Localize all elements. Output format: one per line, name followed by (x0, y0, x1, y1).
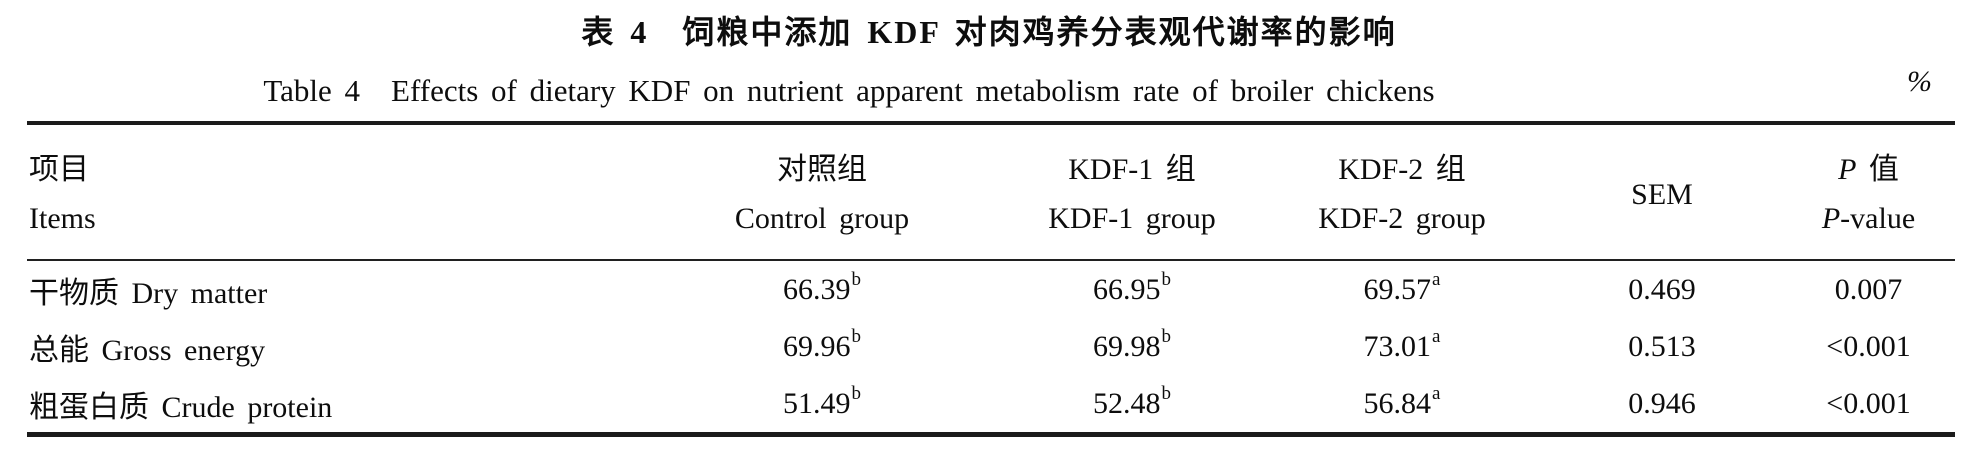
row-label: 总能 Gross energy (29, 333, 266, 367)
table-caption-en-row: Table 4 Effects of dietary KDF on nutrie… (0, 65, 1978, 108)
value: 66.95 (1093, 272, 1161, 306)
value: 69.57 (1363, 272, 1432, 306)
cell-kdf2: 73.01a (1262, 318, 1542, 375)
table-body: 干物质 Dry matter 66.39b 66.95b 69.57a 0.46… (27, 260, 1955, 435)
col-header-pvalue-zh: P 值 (1782, 145, 1955, 194)
significance-letter: b (1161, 325, 1172, 347)
significance-letter: b (1161, 268, 1172, 290)
significance-letter: b (1161, 382, 1172, 404)
value: 66.39 (783, 272, 851, 306)
significance-letter: a (1432, 268, 1441, 290)
col-header-pvalue-en: P-value (1782, 194, 1955, 243)
significance-letter: b (851, 325, 862, 347)
cell-kdf2: 69.57a (1262, 260, 1542, 318)
col-header-sem: SEM (1542, 123, 1782, 261)
col-header-control: 对照组 Control group (642, 123, 1002, 261)
col-header-pvalue: P 值 P-value (1782, 123, 1955, 261)
col-header-kdf2: KDF-2 组 KDF-2 group (1262, 123, 1542, 261)
table-caption-zh: 表 4 饲粮中添加 KDF 对肉鸡养分表观代谢率的影响 (581, 14, 1397, 50)
cell-control: 69.96b (642, 318, 1002, 375)
p-symbol-en: P (1821, 202, 1841, 235)
row-label: 粗蛋白质 Crude protein (29, 390, 333, 424)
value: 56.84 (1363, 386, 1432, 420)
cell-kdf2: 56.84a (1262, 375, 1542, 435)
cell-pvalue: <0.001 (1826, 386, 1911, 420)
col-header-items-en: Items (29, 202, 96, 235)
value: 73.01 (1363, 329, 1432, 363)
col-header-kdf1-zh: KDF-1 组 (1068, 153, 1196, 186)
cell-kdf1: 69.98b (1002, 318, 1262, 375)
cell-kdf1: 66.95b (1002, 260, 1262, 318)
p-symbol-zh: P (1838, 153, 1857, 186)
cell-kdf1: 52.48b (1002, 375, 1262, 435)
value: 52.48 (1093, 386, 1161, 420)
col-header-items-zh: 项目 (29, 153, 89, 186)
col-header-items: 项目 Items (27, 123, 642, 261)
significance-letter: b (851, 382, 862, 404)
row-label: 干物质 Dry matter (29, 276, 268, 310)
col-header-kdf1-en: KDF-1 group (1048, 202, 1216, 235)
cell-control: 51.49b (642, 375, 1002, 435)
unit-percent-label: % (1907, 65, 1932, 98)
significance-letter: a (1432, 325, 1441, 347)
cell-pvalue: <0.001 (1826, 329, 1911, 363)
table-row-dry-matter: 干物质 Dry matter 66.39b 66.95b 69.57a 0.46… (27, 260, 1955, 318)
value: 69.98 (1093, 329, 1161, 363)
cell-sem: 0.946 (1628, 386, 1696, 420)
p-text-zh: 值 (1856, 153, 1899, 186)
col-header-kdf2-zh: KDF-2 组 (1338, 153, 1466, 186)
value: 51.49 (783, 386, 851, 420)
header-row: 项目 Items 对照组 Control group KDF-1 组 KDF-1… (27, 123, 1955, 261)
significance-letter: a (1432, 382, 1441, 404)
metabolism-rate-table: 项目 Items 对照组 Control group KDF-1 组 KDF-1… (27, 121, 1955, 437)
cell-control: 66.39b (642, 260, 1002, 318)
col-header-kdf2-en: KDF-2 group (1318, 202, 1486, 235)
table-caption-en: Table 4 Effects of dietary KDF on nutrie… (263, 73, 1435, 108)
value: 69.96 (783, 329, 851, 363)
table-row-gross-energy: 总能 Gross energy 69.96b 69.98b 73.01a 0.5… (27, 318, 1955, 375)
p-text-en: -value (1840, 202, 1916, 235)
cell-sem: 0.469 (1628, 272, 1696, 306)
significance-letter: b (851, 268, 862, 290)
cell-pvalue: 0.007 (1834, 272, 1903, 306)
cell-sem: 0.513 (1628, 329, 1696, 363)
col-header-kdf1: KDF-1 组 KDF-1 group (1002, 123, 1262, 261)
col-header-control-en: Control group (734, 202, 910, 235)
table-header: 项目 Items 对照组 Control group KDF-1 组 KDF-1… (27, 123, 1955, 261)
col-header-control-zh: 对照组 (777, 153, 867, 186)
table-row-crude-protein: 粗蛋白质 Crude protein 51.49b 52.48b 56.84a … (27, 375, 1955, 435)
col-header-sem-label: SEM (1631, 177, 1693, 211)
